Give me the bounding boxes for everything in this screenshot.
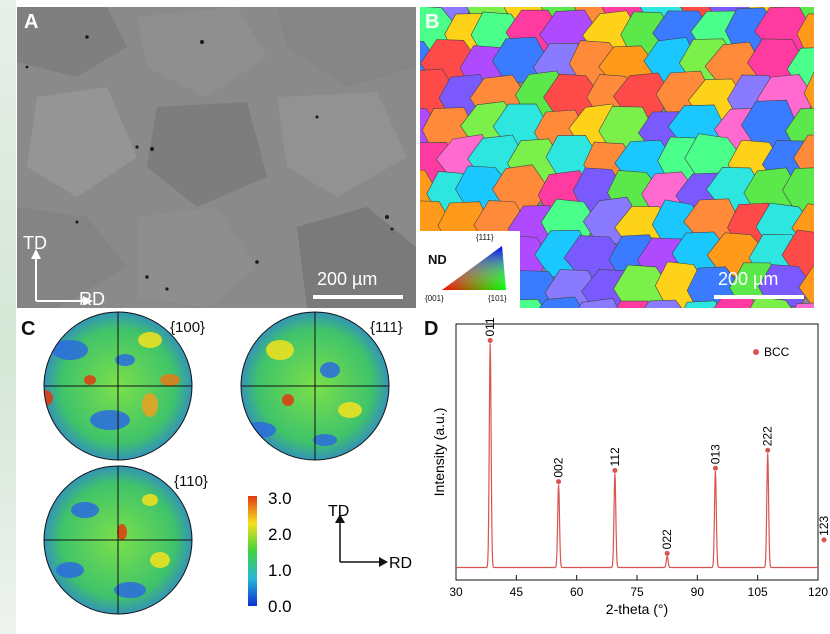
x-tick-label: 90 — [691, 585, 705, 599]
peak-label: 013 — [708, 444, 722, 464]
axis-label-rd: RD — [79, 289, 105, 308]
scalebar-label-a: 200 µm — [317, 269, 378, 289]
axis-label-td: TD — [23, 233, 47, 253]
ebsd-grain — [578, 298, 619, 308]
ebsd-grain — [796, 13, 814, 58]
pole-figure-label-100: {100} — [170, 319, 205, 336]
ebsd-grain — [684, 300, 721, 308]
pole-figure-axes: TD RD — [328, 503, 412, 572]
peak-label: 011 — [483, 317, 497, 336]
ebsd-grain — [643, 299, 682, 308]
x-axis-label: 2-theta (°) — [606, 601, 668, 617]
colorbar-tick-0: 0.0 — [268, 597, 292, 616]
ebsd-grain — [794, 302, 814, 308]
ipf-key-111: {111} — [476, 233, 494, 242]
ebsd-grain — [781, 229, 814, 281]
scalebar-b — [714, 295, 804, 299]
peak-label: 123 — [817, 516, 830, 536]
pole-figure-colorbar: 3.0 2.0 1.0 0.0 — [248, 489, 292, 616]
ebsd-grain — [798, 264, 814, 308]
axis-label-rd-c: RD — [389, 555, 412, 572]
pole-figure-label-110: {110} — [174, 473, 208, 490]
colorbar-tick-2: 2.0 — [268, 525, 292, 544]
sem-grain-texture — [17, 7, 416, 308]
peak-marker — [712, 465, 718, 471]
x-tick-label: 45 — [510, 585, 524, 599]
peak-label: 002 — [552, 457, 566, 477]
legend-marker — [753, 349, 759, 355]
panel-label-c: C — [21, 318, 36, 340]
ebsd-grain — [803, 71, 814, 113]
ebsd-grain — [782, 167, 814, 212]
pole-figures: {100} {111} {110} 3.0 2.0 1.0 0.0 — [43, 311, 412, 616]
peak-label: 022 — [660, 529, 674, 549]
sample-axes-arrows — [31, 249, 93, 305]
x-tick-label: 60 — [570, 585, 584, 599]
sem-micrograph-panel: A TD RD 200 µm — [17, 7, 416, 308]
ebsd-ipf-map-panel: B ND {111} {001} {101} 200 µm — [420, 7, 814, 308]
scalebar-label-b: 200 µm — [718, 269, 779, 289]
peak-marker — [664, 550, 670, 556]
ebsd-grain — [749, 296, 792, 308]
x-tick-label: 120 — [808, 585, 828, 599]
peak-marker — [765, 447, 771, 453]
xrd-pattern-line — [456, 343, 818, 569]
ebsd-grain — [616, 300, 653, 308]
ipf-color-key: ND {111} {001} {101} — [420, 231, 520, 308]
colorbar-tick-1: 1.0 — [268, 561, 292, 580]
xrd-chart: 30 45 60 75 90 105 120 2-theta (°) Intensity (a.… — [431, 317, 830, 617]
x-tick-label: 30 — [449, 585, 463, 599]
x-tick-label: 105 — [748, 585, 768, 599]
peak-marker — [487, 338, 493, 344]
scalebar-a — [313, 295, 403, 299]
panel-label-d: D — [424, 318, 439, 340]
axis-label-td-c: TD — [328, 503, 349, 520]
pole-figure-100: {100} — [43, 311, 205, 461]
panel-label-a: A — [24, 11, 39, 33]
y-axis-label: Intensity (a.u.) — [431, 408, 447, 497]
ipf-key-101: {101} — [488, 294, 507, 303]
legend-label: BCC — [764, 345, 790, 359]
plot-frame — [455, 323, 819, 581]
ebsd-grain — [539, 296, 583, 308]
peak-marker — [556, 479, 562, 485]
ebsd-grain — [613, 264, 671, 308]
x-tick-label: 75 — [630, 585, 644, 599]
ipf-key-001: {001} — [425, 294, 444, 303]
peak-label: 112 — [608, 447, 622, 466]
ebsd-grain — [786, 47, 814, 92]
colorbar-tick-3: 3.0 — [268, 489, 292, 508]
peak-label: 222 — [761, 426, 775, 446]
pole-figure-110: {110} — [43, 465, 208, 615]
pole-figure-label-111: {111} — [370, 319, 403, 336]
ipf-color-triangle — [442, 246, 506, 290]
panel-label-b: B — [425, 11, 440, 33]
peak-marker — [821, 537, 827, 543]
ipf-key-title: ND — [428, 252, 447, 267]
pole-figure-111: {111} — [240, 311, 403, 461]
peak-marker — [612, 467, 618, 473]
page-edge-strip — [0, 0, 16, 634]
